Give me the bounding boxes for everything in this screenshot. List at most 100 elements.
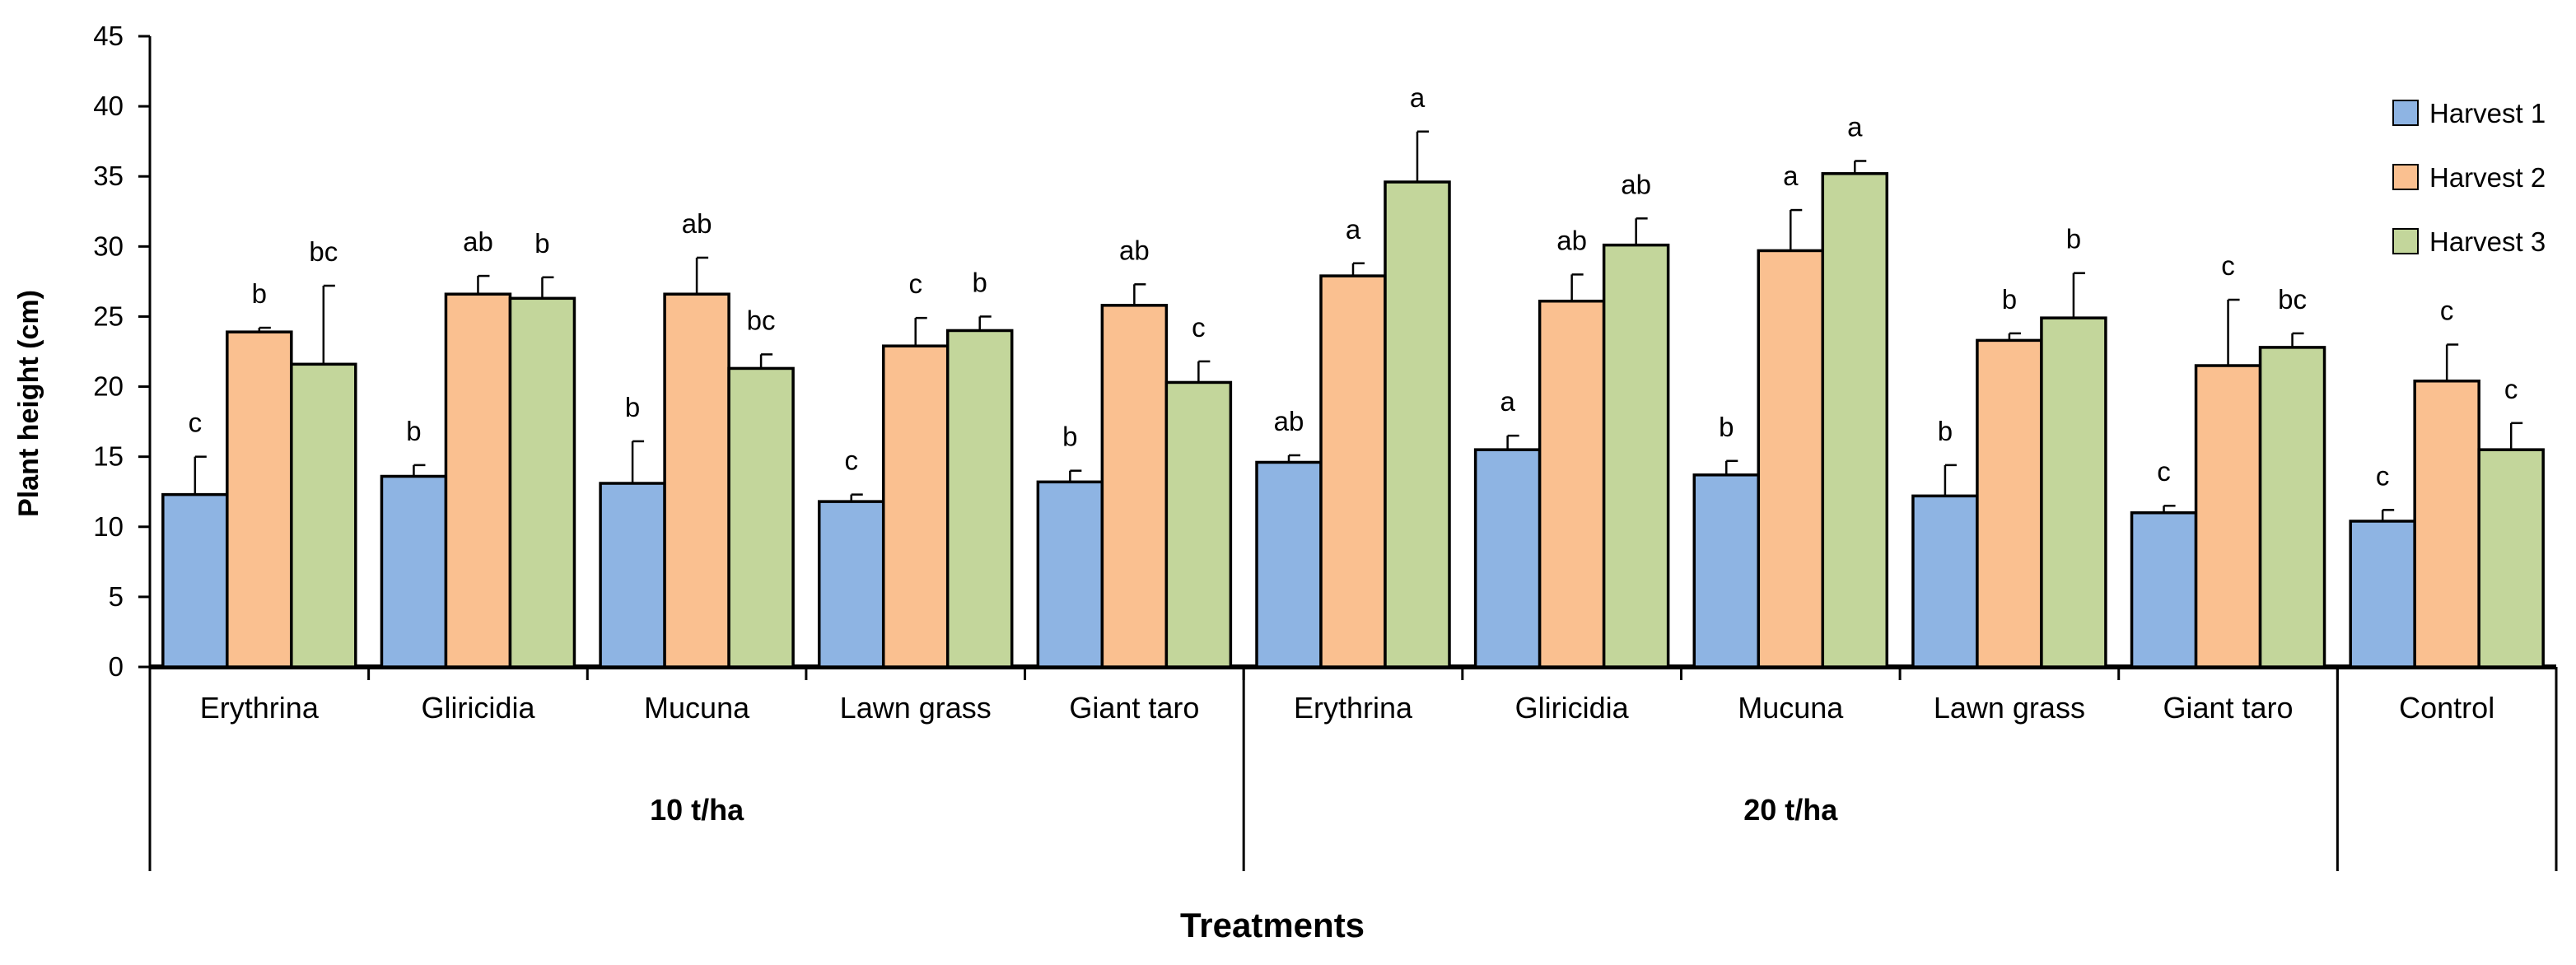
significance-letter: c	[1192, 312, 1206, 343]
significance-letter: b	[406, 416, 421, 446]
category-label: Mucuna	[644, 691, 750, 725]
significance-letter: b	[1938, 416, 1953, 446]
category-label: Gliricidia	[421, 691, 535, 725]
significance-letter: b	[534, 228, 549, 259]
bar	[1821, 172, 1889, 669]
category-label: Mucuna	[1738, 691, 1844, 725]
legend-swatch	[2392, 100, 2419, 126]
significance-letter: c	[2504, 374, 2518, 404]
y-tick-label: 40	[93, 91, 124, 121]
bars	[161, 172, 2545, 669]
significance-letter: b	[1062, 422, 1077, 452]
group-labels: 10 t/ha 20 t/ha	[650, 793, 1838, 827]
bar	[290, 362, 357, 669]
y-axis-title: Plant height (cm)	[13, 290, 44, 517]
group-label: 20 t/ha	[1743, 793, 1838, 827]
significance-letter: c	[2157, 456, 2171, 487]
bar	[2413, 379, 2480, 669]
bar	[663, 292, 730, 669]
bar	[1692, 473, 1761, 669]
significance-letter: a	[1847, 111, 1863, 142]
group-label: 10 t/ha	[650, 793, 744, 827]
error-bars	[194, 130, 2523, 521]
bar	[1911, 494, 1979, 669]
bar	[2349, 520, 2416, 669]
y-tick-label: 35	[93, 161, 124, 191]
category-label: Gliricidia	[1515, 691, 1630, 725]
category-labels: Erythrina Gliricidia Mucuna Lawn grass Giant…	[200, 691, 2494, 725]
bar	[599, 482, 666, 669]
significance-letter: a	[1500, 386, 1515, 417]
category-label: Giant taro	[1069, 691, 1199, 725]
significance-letter: bc	[2278, 284, 2307, 315]
y-tick-label: 45	[93, 21, 124, 51]
category-label: Lawn grass	[1934, 691, 2085, 725]
bar	[380, 474, 448, 669]
bar	[2194, 364, 2262, 669]
significance-letter: ab	[1119, 235, 1150, 265]
significance-letter: ab	[1556, 225, 1587, 255]
significance-letter: c	[189, 408, 203, 438]
bar	[945, 329, 1014, 669]
y-tick-label: 10	[93, 511, 124, 542]
bar	[1757, 249, 1825, 669]
significance-letter: c	[2376, 460, 2390, 491]
category-label: Giant taro	[2163, 691, 2293, 725]
bar	[1319, 274, 1387, 669]
significance-letter: c	[908, 268, 922, 299]
bar	[2477, 448, 2545, 669]
bar	[2130, 511, 2198, 669]
bar	[1255, 460, 1323, 669]
significance-letter: ab	[1621, 169, 1651, 199]
bar	[1976, 338, 2043, 669]
bar	[1538, 299, 1606, 669]
significance-letter: c	[2221, 250, 2235, 281]
significance-letter: ab	[1274, 406, 1304, 436]
bar	[1164, 380, 1233, 669]
significance-letter: bc	[309, 236, 338, 267]
bar	[2040, 316, 2107, 669]
significance-letter: b	[2066, 224, 2081, 254]
x-axis-title: Treatments	[1180, 906, 1365, 944]
significance-letter: b	[2002, 284, 2017, 315]
significance-letter: c	[844, 445, 858, 476]
significance-letter: b	[625, 392, 640, 422]
legend-swatch	[2392, 164, 2419, 190]
bar	[1384, 180, 1451, 669]
significance-letter: b	[1719, 412, 1734, 442]
significance-letter: a	[1783, 161, 1799, 191]
significance-letter: a	[1346, 214, 1361, 245]
category-label: Erythrina	[200, 691, 320, 725]
bar	[1602, 243, 1670, 669]
bar	[1473, 448, 1542, 669]
legend-swatch	[2392, 228, 2419, 254]
bar	[881, 344, 950, 669]
significance-letter: a	[1410, 82, 1426, 113]
bar	[226, 330, 293, 669]
category-label: Lawn grass	[840, 691, 992, 725]
y-tick-label: 20	[93, 371, 124, 402]
legend-label: Harvest 2	[2429, 162, 2546, 193]
significance-letter: b	[973, 267, 987, 297]
legend-label: Harvest 3	[2429, 226, 2546, 257]
bar	[508, 296, 576, 669]
bar	[727, 366, 795, 669]
significance-letter: b	[252, 278, 267, 309]
bar	[1036, 480, 1104, 669]
legend-label: Harvest 1	[2429, 98, 2546, 128]
significance-letter: ab	[463, 226, 493, 257]
y-tick-label: 15	[93, 441, 124, 472]
y-tick-label: 5	[109, 581, 124, 612]
legend: Harvest 1 Harvest 2 Harvest 3	[2392, 98, 2546, 257]
significance-letter: ab	[682, 208, 712, 239]
bar	[161, 492, 229, 669]
bar	[444, 292, 512, 669]
bar	[2258, 346, 2326, 669]
category-label: Erythrina	[1294, 691, 1413, 725]
bar	[817, 500, 885, 669]
bar	[1100, 304, 1169, 669]
y-tick-label: 25	[93, 301, 124, 331]
y-tick-label: 0	[109, 651, 124, 682]
